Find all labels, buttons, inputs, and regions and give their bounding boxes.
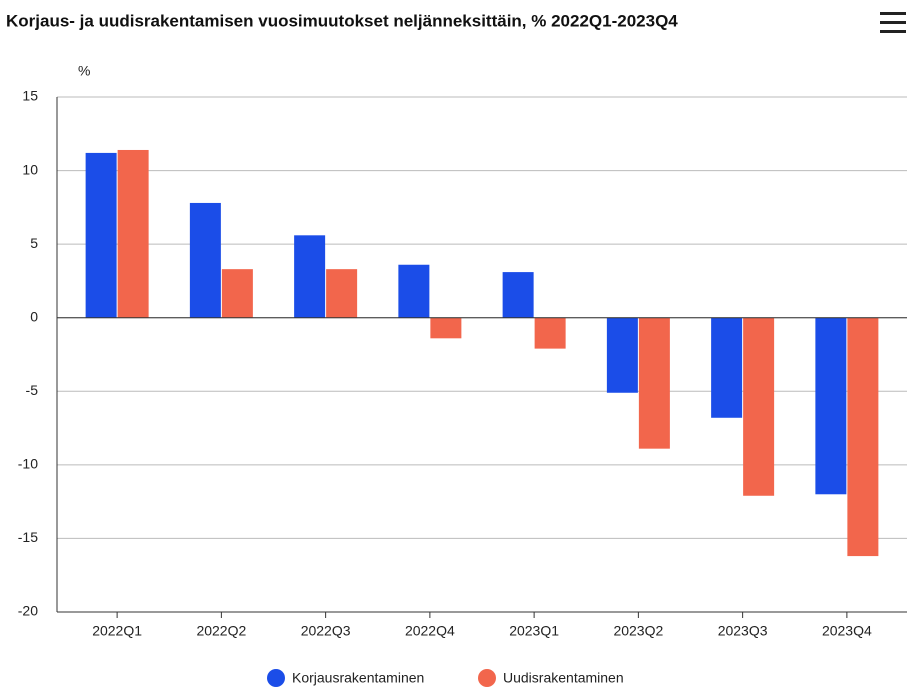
x-tick-label: 2023Q4 <box>822 623 872 639</box>
bar <box>711 317 743 418</box>
y-tick-label: -10 <box>18 456 38 472</box>
bar <box>221 269 253 318</box>
bar <box>398 264 430 318</box>
y-tick-label: 10 <box>22 161 38 177</box>
bar <box>606 317 638 393</box>
bar <box>534 317 566 349</box>
legend-label: Uudisrakentaminen <box>503 670 624 686</box>
legend-label: Korjausrakentaminen <box>292 670 424 686</box>
x-tick-label: 2023Q2 <box>613 623 663 639</box>
bar <box>326 269 358 318</box>
bar <box>638 317 670 449</box>
x-tick-label: 2023Q3 <box>718 623 768 639</box>
bar <box>189 202 221 318</box>
x-tick-label: 2023Q1 <box>509 623 559 639</box>
y-tick-label: -15 <box>18 529 38 545</box>
y-tick-label: -5 <box>26 382 39 398</box>
menu-bar <box>880 30 906 33</box>
y-tick-label: -20 <box>18 603 38 619</box>
chart-title: Korjaus- ja uudisrakentamisen vuosimuuto… <box>6 11 678 30</box>
bar <box>117 149 149 318</box>
menu-bar <box>880 21 906 24</box>
menu-bar <box>880 12 906 15</box>
bar <box>85 152 117 318</box>
y-tick-label: 5 <box>30 235 38 251</box>
menu-icon[interactable] <box>880 12 906 33</box>
bar <box>502 272 534 318</box>
y-axis-label: % <box>78 63 90 79</box>
bar <box>743 317 775 496</box>
y-tick-label: 15 <box>22 88 38 104</box>
x-tick-label: 2022Q4 <box>405 623 455 639</box>
legend-marker <box>267 669 285 687</box>
bar <box>815 317 847 495</box>
legend-marker <box>478 669 496 687</box>
bar <box>294 235 326 318</box>
x-tick-label: 2022Q1 <box>92 623 142 639</box>
y-tick-label: 0 <box>30 308 38 324</box>
x-tick-label: 2022Q3 <box>301 623 351 639</box>
bar <box>847 317 879 557</box>
bar <box>430 317 462 339</box>
x-tick-label: 2022Q2 <box>196 623 246 639</box>
